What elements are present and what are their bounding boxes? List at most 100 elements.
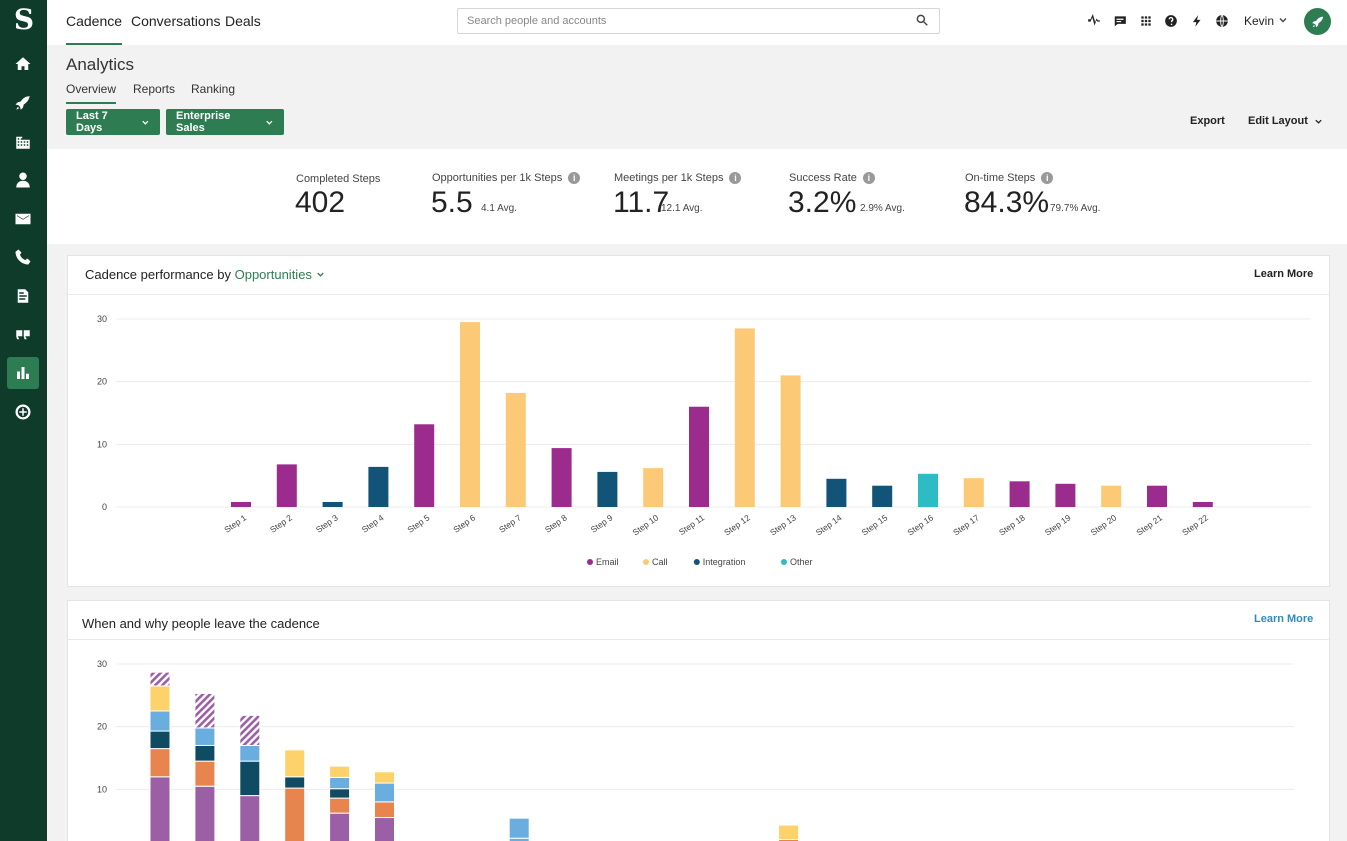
chevron-down-icon[interactable] <box>1278 15 1288 25</box>
info-icon[interactable]: i <box>1041 172 1054 184</box>
x-tick-label: Step 3 <box>314 512 340 534</box>
envelope-icon[interactable] <box>7 203 39 235</box>
bar <box>231 501 251 507</box>
x-tick-label: Step 12 <box>722 512 752 537</box>
x-tick-label: Step 22 <box>1180 512 1210 537</box>
clipboard-icon[interactable] <box>7 280 39 312</box>
stat-avg: 4.1 Avg. <box>481 203 517 214</box>
building-icon[interactable] <box>7 126 39 158</box>
bar-segment <box>149 748 171 778</box>
user-menu[interactable]: Kevin <box>1244 14 1275 28</box>
date-range-dropdown[interactable]: Last 7 Days <box>66 109 160 135</box>
bar <box>460 322 480 507</box>
learn-more-link[interactable]: Learn More <box>1254 268 1314 280</box>
crosshair-icon[interactable] <box>7 396 39 428</box>
bar-segment <box>239 714 261 746</box>
bar-segment <box>508 817 530 839</box>
nav-cadence[interactable]: Cadence <box>66 0 123 45</box>
team-dropdown[interactable]: Enterprise Sales <box>166 109 284 135</box>
bar <box>1055 483 1076 507</box>
phone-icon[interactable] <box>7 241 39 273</box>
stat-value: 84.3% <box>964 186 1050 219</box>
performance-chart: 0 10 20 30 Step 1 Step 2 Step 3 Step 4 Step 5 Ste… <box>97 314 1311 567</box>
export-button[interactable]: Export <box>1190 115 1225 127</box>
brand-logo[interactable]: S <box>13 3 35 36</box>
bar-segment <box>284 749 306 778</box>
apps-grid-icon[interactable] <box>1139 14 1153 28</box>
tab-reports[interactable]: Reports <box>133 82 176 96</box>
x-tick-label: Step 18 <box>997 512 1027 537</box>
x-tick-label: Step 13 <box>768 512 798 537</box>
legend-label: Email <box>596 557 619 567</box>
bar-segment <box>778 824 800 840</box>
performance-card: Cadence performance by Opportunities Lea… <box>67 255 1330 587</box>
bar-segment <box>194 692 216 729</box>
bar <box>826 478 847 507</box>
bar-chart-icon[interactable] <box>7 357 39 389</box>
top-bar: Cadence Conversations Deals Search peopl… <box>47 0 1347 45</box>
bar-segment <box>329 797 351 814</box>
activity-icon[interactable] <box>1087 14 1101 28</box>
rocket-icon[interactable] <box>7 87 39 119</box>
info-icon[interactable]: i <box>568 172 581 184</box>
stat-value: 3.2% <box>788 186 857 219</box>
x-tick-label: Step 8 <box>543 512 569 534</box>
lightning-icon[interactable] <box>1190 14 1204 28</box>
bar <box>505 392 526 507</box>
bar-segment <box>239 795 261 841</box>
metric-dropdown[interactable]: Opportunities <box>235 267 325 282</box>
y-tick-label: 30 <box>97 659 107 669</box>
bar <box>1192 501 1213 507</box>
quote-icon[interactable] <box>7 318 39 350</box>
tab-ranking[interactable]: Ranking <box>191 82 236 96</box>
legend-marker <box>587 559 593 565</box>
bar <box>734 328 755 507</box>
stat-avg: 79.7% Avg. <box>1050 203 1101 214</box>
chevron-down-icon <box>266 120 273 125</box>
globe-icon[interactable] <box>1215 14 1229 28</box>
avatar[interactable] <box>1304 8 1331 35</box>
divider <box>68 639 1329 640</box>
x-tick-label: Step 1 <box>222 512 248 534</box>
x-tick-label: Step 20 <box>1089 512 1119 537</box>
x-tick-label: Step 19 <box>1043 512 1073 537</box>
bar-segment <box>194 744 216 762</box>
stat-label: Completed Steps <box>296 173 381 185</box>
nav-conversations[interactable]: Conversations <box>131 13 221 29</box>
help-icon[interactable] <box>1164 14 1178 28</box>
x-tick-label: Step 9 <box>589 512 615 534</box>
chevron-down-icon <box>1315 119 1322 124</box>
legend-label: Call <box>652 557 668 567</box>
nav-deals[interactable]: Deals <box>225 13 261 29</box>
x-tick-label: Step 4 <box>360 512 386 534</box>
search-input[interactable]: Search people and accounts <box>457 8 940 34</box>
search-icon[interactable] <box>915 13 929 27</box>
tab-overview[interactable]: Overview <box>66 82 117 104</box>
y-tick-label: 30 <box>97 314 107 324</box>
card-title: Cadence performance by Opportunities <box>85 267 325 282</box>
y-tick-label: 10 <box>97 784 107 794</box>
chat-icon[interactable] <box>1113 14 1127 28</box>
bar <box>368 466 389 507</box>
bar-segment <box>284 787 306 841</box>
person-icon[interactable] <box>7 164 39 196</box>
bar <box>643 468 664 507</box>
bar-segment <box>194 727 216 746</box>
stat-label: Opportunities per 1k Steps i <box>432 172 581 184</box>
bar <box>551 448 572 507</box>
stat-value: 11.7 <box>613 186 670 219</box>
legend-label: Other <box>790 557 813 567</box>
bar <box>597 471 618 507</box>
x-tick-label: Step 2 <box>268 512 294 534</box>
home-icon[interactable] <box>7 48 39 80</box>
edit-layout-button[interactable]: Edit Layout <box>1248 115 1323 127</box>
bar <box>780 375 801 507</box>
sidebar: S <box>0 0 47 841</box>
info-icon[interactable]: i <box>729 172 742 184</box>
x-tick-label: Step 16 <box>905 512 935 537</box>
bar-segment <box>284 776 306 789</box>
info-icon[interactable]: i <box>862 172 875 184</box>
learn-more-link[interactable]: Learn More <box>1254 613 1314 625</box>
bar-segment <box>329 776 351 790</box>
bar-segment <box>194 760 216 787</box>
